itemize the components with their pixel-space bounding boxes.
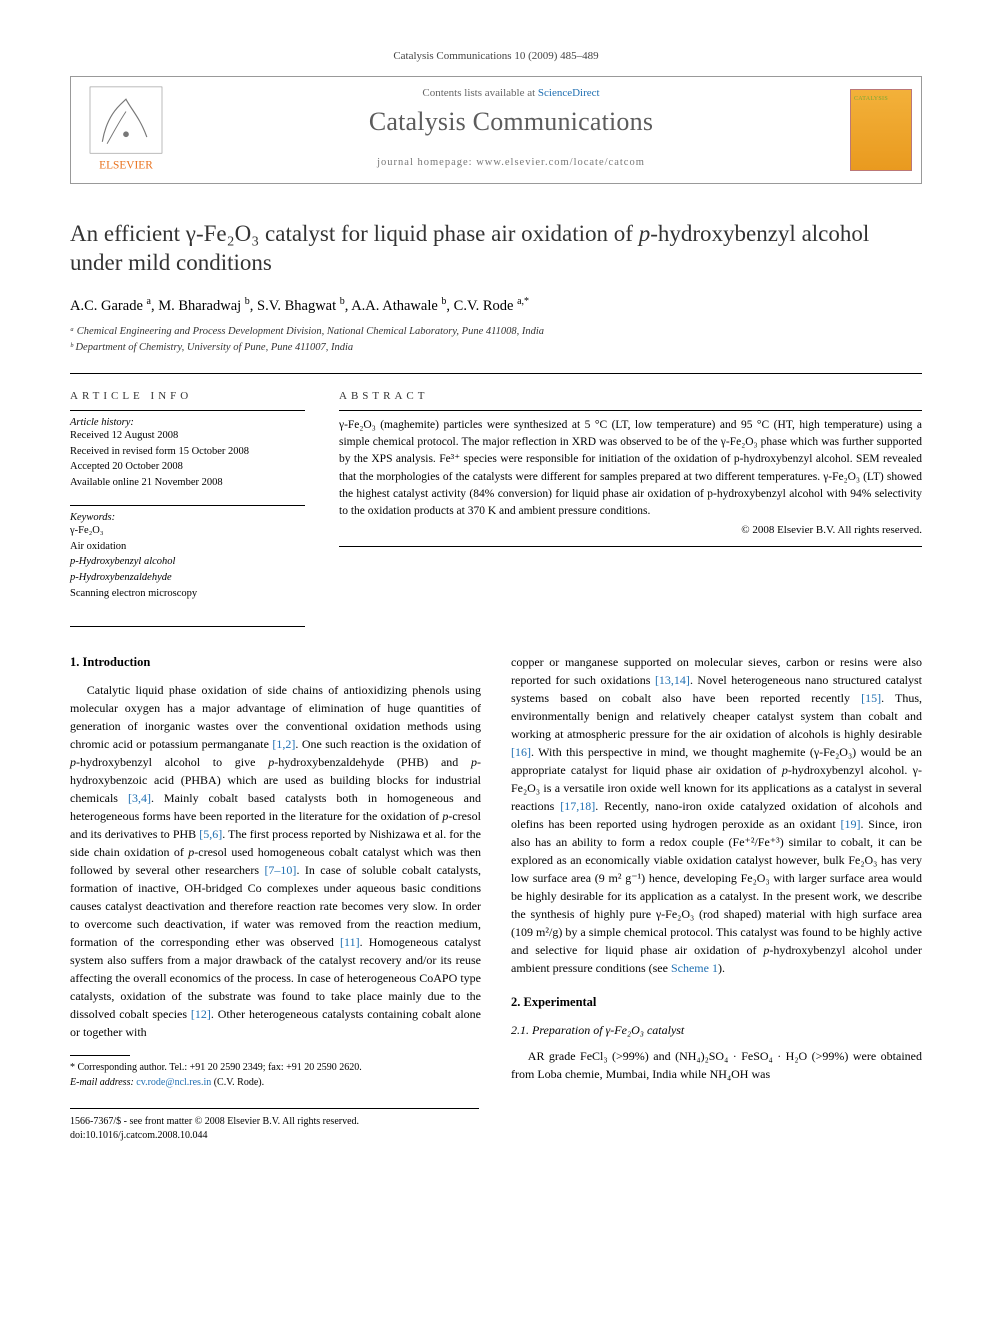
history-item: Available online 21 November 2008 xyxy=(70,475,305,491)
affiliations: ᵃ Chemical Engineering and Process Devel… xyxy=(70,324,922,354)
journal-homepage-line: journal homepage: www.elsevier.com/locat… xyxy=(189,157,833,168)
corresponding-author-note: * Corresponding author. Tel.: +91 20 259… xyxy=(70,1055,481,1090)
history-title: Article history: xyxy=(70,417,305,428)
homepage-prefix: journal homepage: xyxy=(377,157,476,168)
subsection-heading-preparation: 2.1. Preparation of γ-Fe₂O₃ catalyst xyxy=(511,1021,922,1039)
corresponding-line: * Corresponding author. Tel.: +91 20 259… xyxy=(70,1060,481,1075)
page: Catalysis Communications 10 (2009) 485–4… xyxy=(0,0,992,1183)
article-info-column: ARTICLE INFO Article history: Received 1… xyxy=(70,380,305,616)
divider xyxy=(70,373,922,374)
journal-cover-cell xyxy=(841,77,921,183)
contents-available-line: Contents lists available at ScienceDirec… xyxy=(189,87,833,99)
sciencedirect-link[interactable]: ScienceDirect xyxy=(538,87,600,99)
author-list: A.C. Garade a, M. Bharadwaj b, S.V. Bhag… xyxy=(70,296,922,315)
journal-title: Catalysis Communications xyxy=(189,107,833,137)
keyword-item: γ-Fe₂O₃ xyxy=(70,523,305,539)
keywords-title: Keywords: xyxy=(70,512,305,523)
svg-text:ELSEVIER: ELSEVIER xyxy=(99,159,153,171)
experimental-paragraph: AR grade FeCl₃ (>99%) and (NH₄)₂SO₄ · Fe… xyxy=(511,1047,922,1083)
affiliation-item: ᵃ Chemical Engineering and Process Devel… xyxy=(70,324,922,339)
keyword-item: p-Hydroxybenzyl alcohol xyxy=(70,554,305,570)
section-heading-experimental: 2. Experimental xyxy=(511,993,922,1012)
running-header: Catalysis Communications 10 (2009) 485–4… xyxy=(70,50,922,62)
affiliation-item: ᵇ Department of Chemistry, University of… xyxy=(70,340,922,355)
keywords-list: γ-Fe₂O₃ Air oxidation p-Hydroxybenzyl al… xyxy=(70,523,305,602)
history-item: Received in revised form 15 October 2008 xyxy=(70,444,305,460)
abstract-heading: ABSTRACT xyxy=(339,390,922,402)
intro-paragraph: Catalytic liquid phase oxidation of side… xyxy=(70,681,481,1041)
keyword-item: Air oxidation xyxy=(70,539,305,555)
corresponding-email: E-mail address: cv.rode@ncl.res.in (C.V.… xyxy=(70,1075,481,1090)
keyword-item: Scanning electron microscopy xyxy=(70,586,305,602)
keyword-item: p-Hydroxybenzaldehyde xyxy=(70,570,305,586)
section-heading-intro: 1. Introduction xyxy=(70,653,481,672)
history-item: Received 12 August 2008 xyxy=(70,428,305,444)
divider xyxy=(70,410,305,411)
history-list: Received 12 August 2008 Received in revi… xyxy=(70,428,305,491)
contents-prefix: Contents lists available at xyxy=(422,87,537,99)
homepage-url: www.elsevier.com/locate/catcom xyxy=(476,157,645,168)
abstract-text: γ-Fe₂O₃ (maghemite) particles were synth… xyxy=(339,417,922,521)
journal-cover-icon xyxy=(850,89,912,171)
abstract-column: ABSTRACT γ-Fe₂O₃ (maghemite) particles w… xyxy=(339,380,922,616)
divider xyxy=(339,410,922,411)
abstract-copyright: © 2008 Elsevier B.V. All rights reserved… xyxy=(339,524,922,536)
article-info-heading: ARTICLE INFO xyxy=(70,390,305,402)
header-middle: Contents lists available at ScienceDirec… xyxy=(181,77,841,183)
body-two-columns: 1. Introduction Catalytic liquid phase o… xyxy=(70,653,922,1091)
page-footer: 1566-7367/$ - see front matter © 2008 El… xyxy=(70,1108,479,1143)
front-matter-line: 1566-7367/$ - see front matter © 2008 El… xyxy=(70,1115,479,1129)
journal-header-box: ELSEVIER Contents lists available at Sci… xyxy=(70,76,922,184)
divider xyxy=(339,546,922,547)
divider xyxy=(70,626,305,627)
elsevier-logo-icon: ELSEVIER xyxy=(86,85,166,175)
doi-line: doi:10.1016/j.catcom.2008.10.044 xyxy=(70,1129,479,1143)
publisher-logo-cell: ELSEVIER xyxy=(71,77,181,183)
divider xyxy=(70,505,305,506)
intro-paragraph-cont: copper or manganese supported on molecul… xyxy=(511,653,922,977)
experimental-section: 2. Experimental 2.1. Preparation of γ-Fe… xyxy=(511,993,922,1084)
history-item: Accepted 20 October 2008 xyxy=(70,459,305,475)
article-title: An efficient γ-Fe₂O₃ catalyst for liquid… xyxy=(70,220,922,278)
info-abstract-row: ARTICLE INFO Article history: Received 1… xyxy=(70,380,922,616)
